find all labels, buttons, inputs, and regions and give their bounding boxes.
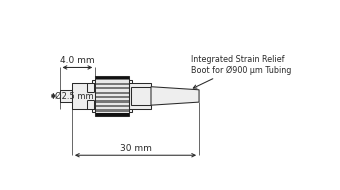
- Bar: [95, 109, 129, 112]
- Bar: [95, 80, 129, 83]
- Polygon shape: [151, 87, 199, 105]
- Bar: [95, 100, 129, 103]
- Bar: [95, 83, 129, 85]
- Bar: [95, 92, 129, 94]
- Bar: [95, 78, 129, 80]
- Text: 4.0 mm: 4.0 mm: [59, 56, 94, 65]
- Bar: [92, 80, 132, 112]
- Bar: [95, 94, 129, 96]
- Bar: [129, 83, 151, 109]
- Bar: [95, 112, 129, 114]
- Text: Integrated Strain Relief
Boot for Ø900 μm Tubing: Integrated Strain Relief Boot for Ø900 μ…: [191, 55, 292, 88]
- Bar: [131, 87, 151, 105]
- Bar: [95, 103, 129, 105]
- Text: Ø2.5 mm: Ø2.5 mm: [55, 91, 94, 101]
- Bar: [95, 76, 129, 78]
- Bar: [95, 85, 129, 87]
- Bar: [95, 96, 129, 98]
- Bar: [95, 89, 129, 92]
- Bar: [95, 87, 129, 89]
- Bar: [95, 98, 129, 100]
- Text: 30 mm: 30 mm: [120, 144, 151, 153]
- Bar: [95, 76, 129, 116]
- Bar: [95, 76, 129, 79]
- Bar: [95, 107, 129, 109]
- Bar: [59, 90, 72, 102]
- Bar: [95, 114, 129, 116]
- Bar: [95, 105, 129, 107]
- Bar: [72, 83, 95, 109]
- Bar: [95, 113, 129, 116]
